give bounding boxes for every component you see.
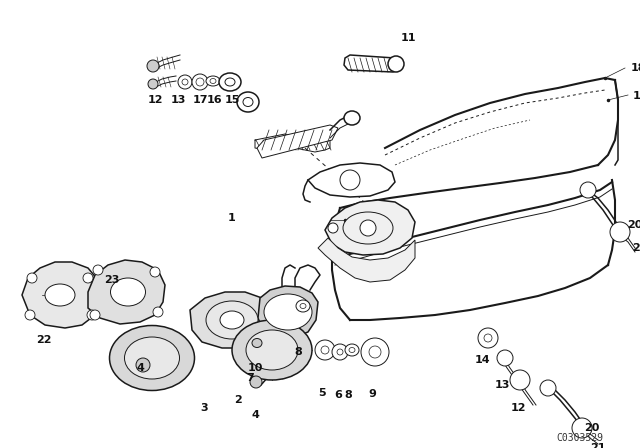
- Text: 18: 18: [630, 63, 640, 73]
- Circle shape: [93, 265, 103, 275]
- Circle shape: [540, 380, 556, 396]
- Polygon shape: [325, 200, 415, 255]
- Text: 20: 20: [627, 220, 640, 230]
- Ellipse shape: [345, 344, 359, 356]
- Polygon shape: [318, 238, 415, 282]
- Ellipse shape: [206, 76, 220, 86]
- Circle shape: [83, 273, 93, 283]
- Ellipse shape: [210, 78, 216, 83]
- Circle shape: [572, 418, 592, 438]
- Text: 1: 1: [228, 213, 236, 223]
- Circle shape: [178, 75, 192, 89]
- Text: 8: 8: [294, 347, 302, 357]
- Text: 20: 20: [584, 423, 600, 433]
- Text: 12: 12: [147, 95, 163, 105]
- Circle shape: [497, 350, 513, 366]
- Ellipse shape: [300, 303, 306, 309]
- Ellipse shape: [219, 73, 241, 91]
- Ellipse shape: [264, 294, 312, 330]
- Circle shape: [328, 223, 338, 233]
- Text: 5: 5: [318, 388, 326, 398]
- Ellipse shape: [192, 74, 208, 90]
- Polygon shape: [190, 292, 272, 348]
- Ellipse shape: [343, 212, 393, 244]
- Polygon shape: [88, 260, 165, 324]
- Ellipse shape: [243, 98, 253, 107]
- Ellipse shape: [237, 92, 259, 112]
- Text: 3: 3: [200, 403, 208, 413]
- Text: 15: 15: [224, 95, 240, 105]
- Text: 8: 8: [344, 390, 352, 400]
- Circle shape: [90, 310, 100, 320]
- Text: 4: 4: [251, 410, 259, 420]
- Polygon shape: [257, 125, 338, 158]
- Text: 13: 13: [170, 95, 186, 105]
- Text: 16: 16: [206, 95, 222, 105]
- Circle shape: [136, 358, 150, 372]
- Circle shape: [321, 346, 329, 354]
- Circle shape: [580, 182, 596, 198]
- Ellipse shape: [45, 284, 75, 306]
- Circle shape: [610, 222, 630, 242]
- Circle shape: [337, 349, 343, 355]
- Ellipse shape: [109, 326, 195, 391]
- Circle shape: [25, 310, 35, 320]
- Circle shape: [153, 307, 163, 317]
- Ellipse shape: [111, 278, 145, 306]
- Circle shape: [369, 346, 381, 358]
- Circle shape: [388, 56, 404, 72]
- Text: 23: 23: [104, 275, 120, 285]
- Ellipse shape: [246, 330, 298, 370]
- Circle shape: [27, 273, 37, 283]
- Ellipse shape: [252, 339, 262, 348]
- Ellipse shape: [206, 301, 258, 339]
- Polygon shape: [22, 262, 100, 328]
- Ellipse shape: [349, 348, 355, 353]
- Circle shape: [510, 370, 530, 390]
- Circle shape: [484, 334, 492, 342]
- Circle shape: [250, 376, 262, 388]
- Text: 2: 2: [234, 395, 242, 405]
- Ellipse shape: [344, 111, 360, 125]
- Text: 12: 12: [510, 403, 525, 413]
- Ellipse shape: [225, 78, 235, 86]
- Text: 17: 17: [192, 95, 208, 105]
- Text: 19: 19: [632, 91, 640, 101]
- Ellipse shape: [125, 337, 179, 379]
- Circle shape: [148, 79, 158, 89]
- Circle shape: [361, 338, 389, 366]
- Circle shape: [332, 344, 348, 360]
- Text: 7: 7: [246, 373, 254, 383]
- Text: 21: 21: [632, 243, 640, 253]
- Circle shape: [315, 340, 335, 360]
- Circle shape: [478, 328, 498, 348]
- Text: 9: 9: [368, 389, 376, 399]
- Ellipse shape: [220, 311, 244, 329]
- Circle shape: [87, 310, 97, 320]
- Text: 4: 4: [136, 363, 144, 373]
- Text: 10: 10: [247, 363, 262, 373]
- Circle shape: [182, 79, 188, 85]
- Text: 11: 11: [400, 33, 416, 43]
- Ellipse shape: [232, 320, 312, 380]
- Text: 14: 14: [474, 355, 490, 365]
- Circle shape: [340, 170, 360, 190]
- Ellipse shape: [196, 78, 204, 86]
- Text: C0303529: C0303529: [557, 433, 604, 443]
- Text: 22: 22: [36, 335, 52, 345]
- Circle shape: [147, 60, 159, 72]
- Text: 13: 13: [494, 380, 509, 390]
- Text: 6: 6: [334, 390, 342, 400]
- Ellipse shape: [296, 300, 310, 312]
- Text: 21: 21: [590, 443, 605, 448]
- Polygon shape: [344, 55, 400, 72]
- Circle shape: [360, 220, 376, 236]
- Polygon shape: [308, 163, 395, 197]
- Circle shape: [150, 267, 160, 277]
- Polygon shape: [258, 286, 318, 338]
